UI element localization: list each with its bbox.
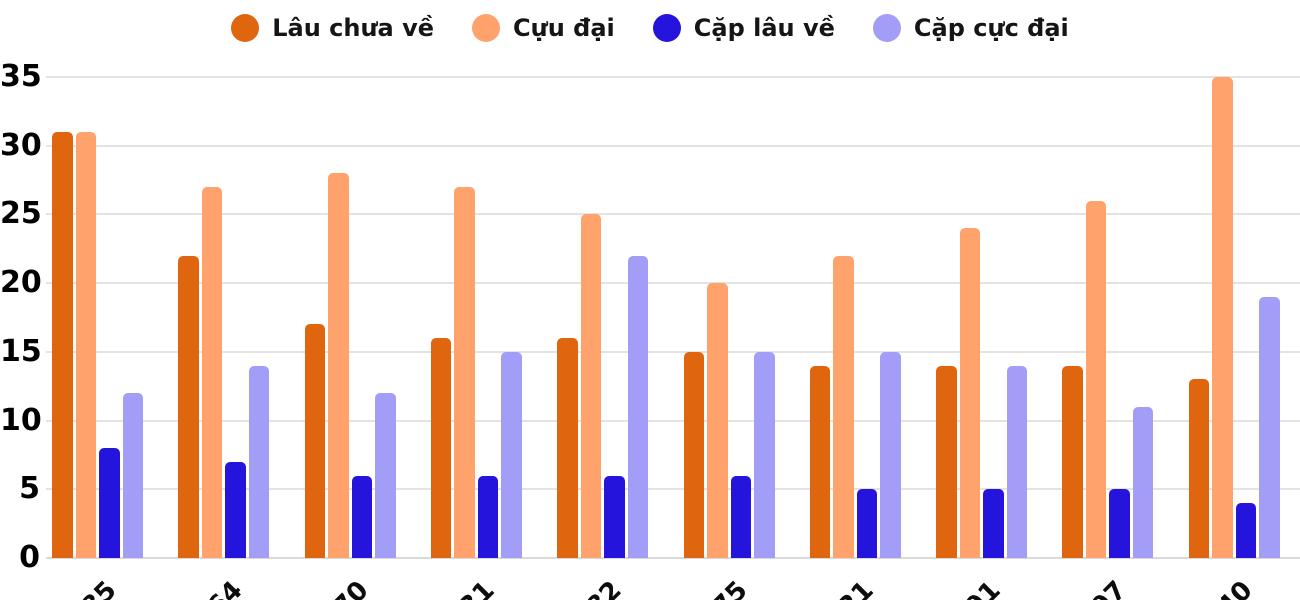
bar-cap-cuc-ai-75[interactable] [754, 351, 775, 558]
y-tick-label: 35 [0, 59, 42, 94]
bar-cuu-ai-21[interactable] [833, 255, 854, 558]
bar-cuu-ai-97[interactable] [1085, 200, 1107, 558]
bar-lau-chua-ve-91[interactable] [936, 365, 957, 558]
legend-label: Cặp lâu về [693, 14, 835, 42]
legend-swatch-icon [231, 14, 260, 42]
bar-cap-lau-ve-97[interactable] [1109, 489, 1130, 558]
legend-swatch-icon [652, 14, 681, 42]
bar-lau-chua-ve-75[interactable] [683, 351, 704, 558]
bar-cap-lau-ve-64[interactable] [225, 461, 246, 558]
bar-cuu-ai-40[interactable] [1212, 77, 1233, 558]
bar-lau-chua-ve-82[interactable] [557, 338, 578, 558]
x-tick-label: 31 [454, 575, 501, 600]
y-tick-label: 15 [0, 333, 42, 369]
legend-item-cap-lau-ve: Cặp lâu về [652, 14, 835, 42]
bar-lau-chua-ve-21[interactable] [809, 365, 831, 558]
gridline [46, 419, 1300, 422]
y-tick-label: 30 [0, 127, 42, 163]
bar-cap-lau-ve-70[interactable] [351, 475, 373, 558]
x-tick-label: 40 [1211, 575, 1259, 600]
bar-lau-chua-ve-97[interactable] [1062, 365, 1083, 558]
bar-cap-lau-ve-85[interactable] [99, 448, 120, 558]
x-tick-label: 64 [201, 575, 249, 600]
y-tick-label: 5 [19, 471, 40, 507]
bar-cap-cuc-ai-40[interactable] [1259, 296, 1280, 558]
legend-swatch-icon [872, 14, 901, 42]
bar-cap-cuc-ai-64[interactable] [248, 365, 270, 558]
bar-lau-chua-ve-40[interactable] [1188, 379, 1210, 558]
bar-cuu-ai-70[interactable] [328, 173, 349, 558]
x-tick-label: 97 [1085, 575, 1133, 600]
bar-cap-cuc-ai-31[interactable] [501, 351, 522, 558]
y-tick-label: 20 [0, 265, 42, 301]
bar-cap-lau-ve-91[interactable] [983, 489, 1004, 558]
legend-item-lau-chua-ve: Lâu chưa về [231, 14, 434, 42]
bar-cuu-ai-82[interactable] [580, 214, 602, 558]
x-tick-label: 75 [706, 575, 754, 600]
bar-cap-cuc-ai-82[interactable] [627, 255, 649, 558]
gridline [46, 76, 1300, 78]
bar-cap-lau-ve-21[interactable] [856, 489, 878, 558]
bar-cuu-ai-64[interactable] [201, 186, 223, 558]
x-tick-label: 21 [833, 575, 880, 600]
bar-lau-chua-ve-64[interactable] [178, 255, 199, 558]
x-tick-label: 82 [580, 575, 628, 600]
legend-swatch-icon [472, 14, 501, 42]
gridline [46, 488, 1300, 491]
legend-item-cap-cuc-ai: Cặp cực đại [872, 14, 1069, 42]
bar-cuu-ai-31[interactable] [454, 186, 475, 558]
gridline [46, 213, 1300, 216]
y-tick-label: 0 [19, 540, 40, 575]
bar-lau-chua-ve-70[interactable] [304, 324, 326, 558]
legend: Lâu chưa về Cựu đại Cặp lâu về Cặp cực đại [0, 6, 1300, 50]
bar-cap-lau-ve-82[interactable] [604, 475, 625, 558]
y-tick-label: 25 [0, 196, 42, 232]
x-tick-label: 91 [959, 575, 1007, 600]
x-tick-label: 70 [327, 575, 375, 600]
bar-lau-chua-ve-31[interactable] [430, 338, 452, 558]
legend-label: Lâu chưa về [272, 14, 435, 42]
bar-cap-lau-ve-31[interactable] [477, 475, 499, 558]
x-axis-baseline [46, 557, 1300, 559]
bar-cap-lau-ve-75[interactable] [730, 475, 751, 558]
gridline [46, 144, 1300, 147]
legend-label: Cặp cực đại [913, 14, 1069, 42]
bar-cap-cuc-ai-97[interactable] [1132, 406, 1154, 558]
legend-label: Cựu đại [513, 14, 615, 42]
bar-cap-cuc-ai-21[interactable] [880, 351, 901, 558]
bar-cap-cuc-ai-70[interactable] [375, 393, 396, 558]
bar-cuu-ai-91[interactable] [959, 228, 981, 558]
gridline [46, 350, 1300, 353]
gridline [46, 282, 1300, 285]
x-tick-label: 85 [75, 575, 123, 600]
bar-lau-chua-ve-85[interactable] [52, 131, 73, 558]
y-tick-label: 10 [0, 402, 42, 438]
bar-cuu-ai-75[interactable] [707, 283, 728, 558]
bar-cuu-ai-85[interactable] [75, 131, 96, 558]
bar-cap-cuc-ai-91[interactable] [1006, 365, 1028, 558]
legend-item-cuu-ai: Cựu đại [472, 14, 615, 42]
bar-cap-lau-ve-40[interactable] [1235, 503, 1257, 558]
bar-cap-cuc-ai-85[interactable] [122, 393, 143, 558]
